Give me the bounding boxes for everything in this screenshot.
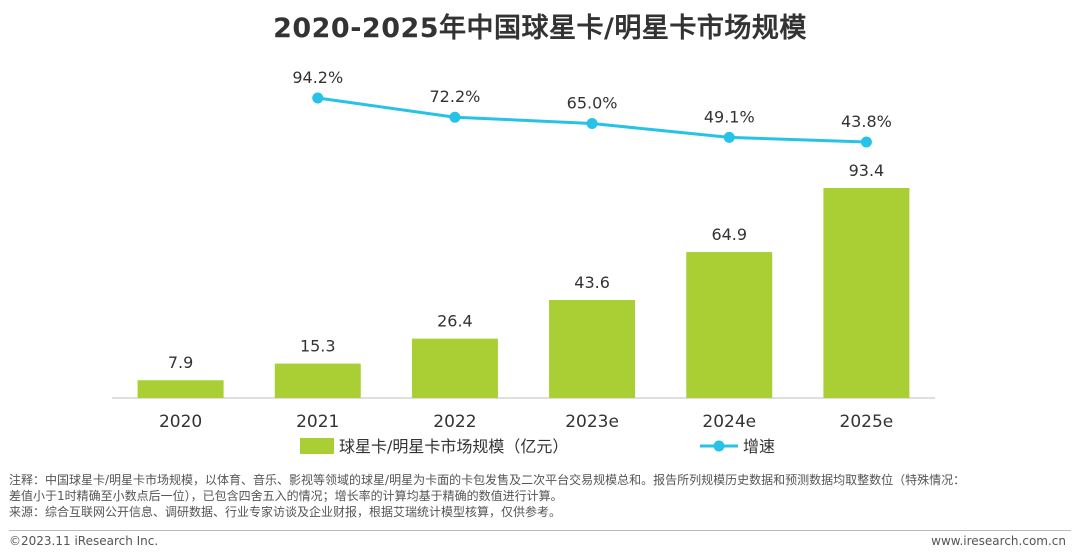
- growth-label-2023e: 65.0%: [567, 93, 618, 112]
- growth-point-2023e: [586, 117, 598, 129]
- bar-value-label-2024e: 64.9: [711, 225, 747, 244]
- copyright-text: ©2023.11 iResearch Inc.: [9, 534, 159, 548]
- growth-label-2025e: 43.8%: [841, 112, 892, 131]
- bar-2025e: [823, 188, 910, 398]
- bar-value-label-2022: 26.4: [437, 312, 473, 331]
- bar-2023e: [549, 299, 636, 398]
- chart-title: 2020-2025年中国球星卡/明星卡市场规模: [273, 13, 807, 44]
- legend-line-label: 增速: [743, 437, 775, 456]
- footer-divider: [9, 530, 1071, 531]
- growth-label-2024e: 49.1%: [704, 107, 755, 126]
- legend-line-marker: [713, 440, 725, 452]
- x-tick-label-2025e: 2025e: [840, 412, 894, 432]
- legend-bar-label: 球星卡/明星卡市场规模（亿元）: [339, 437, 568, 456]
- bar-value-label-2020: 7.9: [168, 353, 193, 372]
- source-line: 来源：综合互联网公开信息、调研数据、行业专家访谈及企业财报，根据艾瑞统计模型核算…: [9, 505, 562, 519]
- growth-label-2021: 94.2%: [292, 68, 343, 87]
- legend-bar-swatch: [300, 438, 334, 454]
- x-tick-label-2021: 2021: [296, 412, 339, 432]
- growth-point-2021: [312, 92, 324, 104]
- x-tick-label-2024e: 2024e: [702, 412, 756, 432]
- bar-value-label-2025e: 93.4: [849, 161, 885, 180]
- growth-point-2022: [449, 111, 461, 123]
- bar-2022: [411, 338, 498, 398]
- note-line-1: 注释：中国球星卡/明星卡市场规模，以体育、音乐、影视等领域的球星/明星为卡面的卡…: [9, 473, 966, 487]
- website-text: www.iresearch.com.cn: [931, 534, 1066, 548]
- bar-value-label-2021: 15.3: [300, 337, 336, 356]
- bar-2020: [137, 380, 224, 398]
- bar-2021: [274, 363, 361, 398]
- chart-notes: 注释：中国球星卡/明星卡市场规模，以体育、音乐、影视等领域的球星/明星为卡面的卡…: [9, 472, 1075, 520]
- x-tick-label-2022: 2022: [433, 412, 476, 432]
- note-line-2: 差值小于1时精确至小数点后一位），已包含四舍五入的情况；增长率的计算均基于精确的…: [9, 489, 563, 503]
- x-tick-label-2023e: 2023e: [565, 412, 619, 432]
- chart-area: 7.9 2020 15.3 2021 26.4 2022 43.6 2023e 64.9 2024…: [112, 68, 935, 456]
- growth-point-2024e: [723, 131, 735, 143]
- growth-label-2022: 72.2%: [430, 87, 481, 106]
- bar-value-label-2023e: 43.6: [574, 273, 610, 292]
- bar-2024e: [686, 252, 773, 398]
- growth-point-2025e: [860, 136, 872, 148]
- x-tick-label-2020: 2020: [159, 412, 202, 432]
